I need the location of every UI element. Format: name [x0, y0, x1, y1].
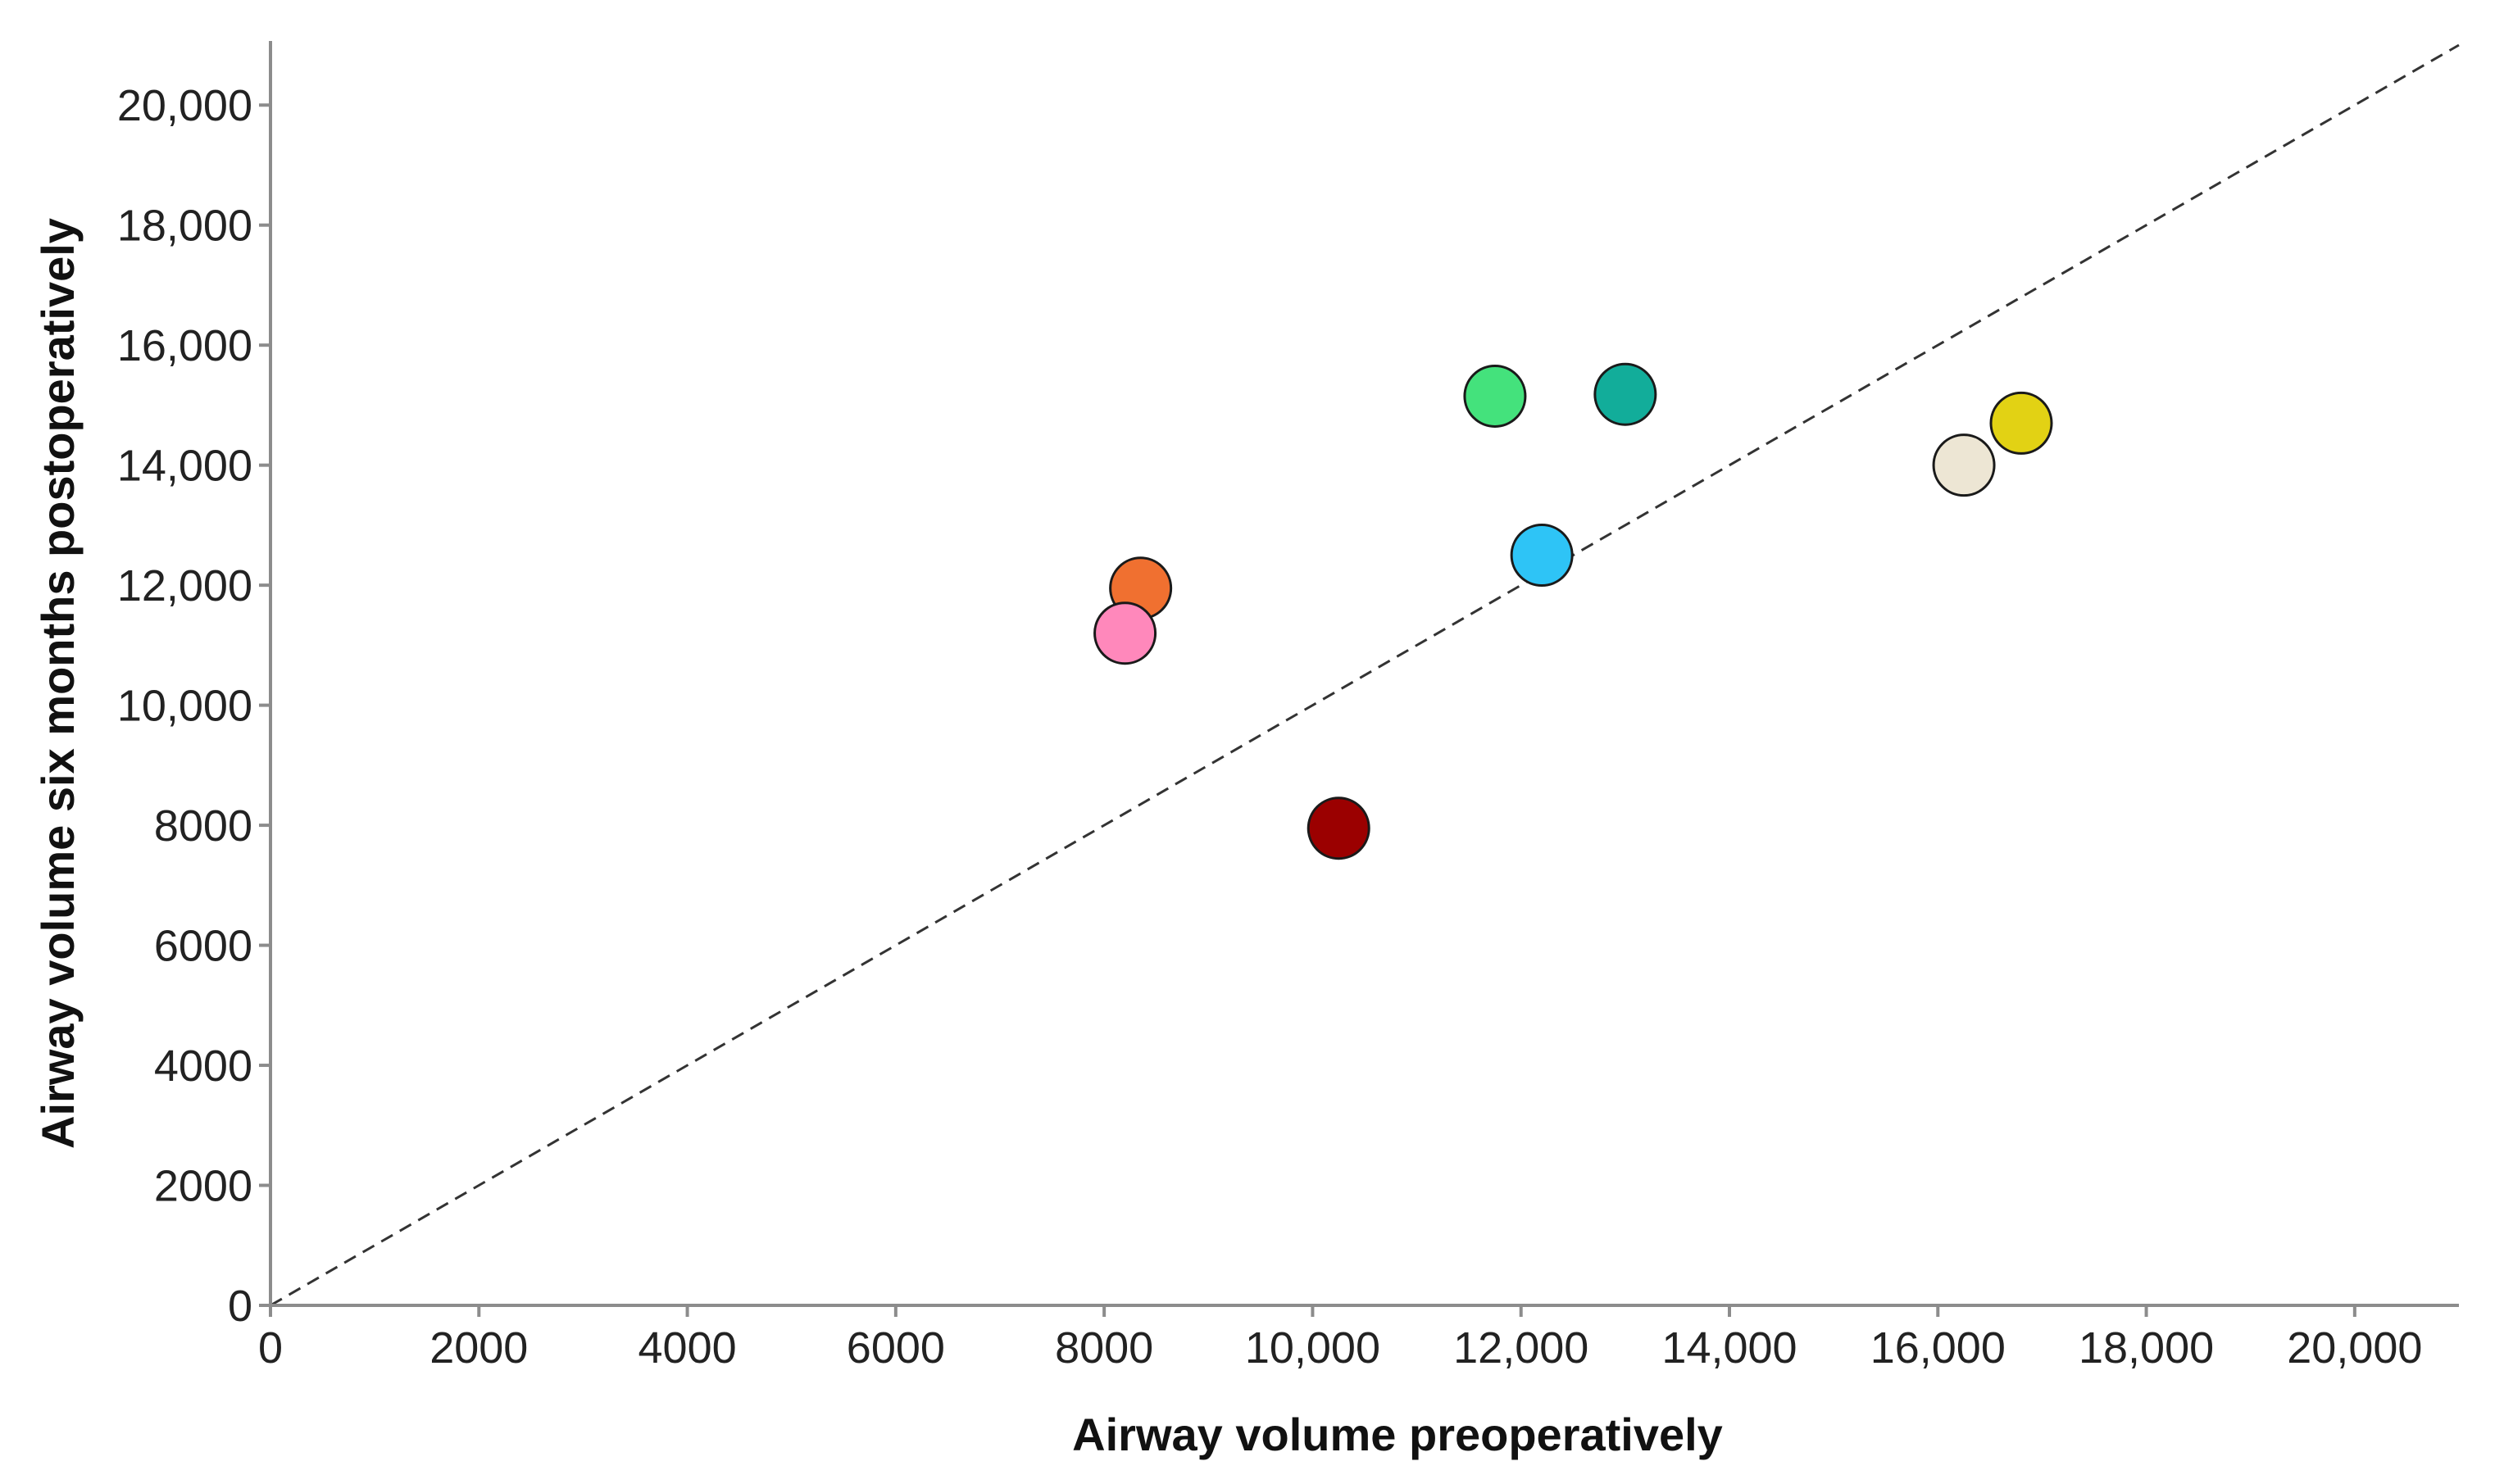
- identity-reference-line: [270, 43, 2460, 1307]
- data-points: [1093, 362, 2053, 860]
- x-tick-label: 12,000: [1453, 1323, 1588, 1373]
- x-tick-label: 18,000: [2079, 1323, 2214, 1373]
- y-axis-title: Airway volume six months postoperatively: [32, 218, 84, 1149]
- x-tick-label: 10,000: [1245, 1323, 1380, 1373]
- y-tick-label: 12,000: [117, 561, 252, 610]
- x-tick-label: 2000: [429, 1323, 528, 1373]
- y-tick-label: 10,000: [117, 682, 252, 731]
- data-point-2: [1093, 601, 1157, 665]
- x-tick-label: 20,000: [2287, 1323, 2422, 1373]
- data-point-7: [1932, 433, 1996, 497]
- y-tick-label: 6000: [154, 922, 252, 971]
- data-point-4: [1463, 364, 1527, 428]
- x-tick-label: 4000: [638, 1323, 737, 1373]
- reference-line-layer: [270, 43, 2460, 1307]
- x-axis-ticks: 0 2000 4000 6000 8000 10,000 12,000 14,000 16,00…: [258, 1305, 2422, 1373]
- data-point-3: [1307, 796, 1370, 860]
- x-tick-label: 16,000: [1870, 1323, 2006, 1373]
- y-tick-label: 16,000: [117, 321, 252, 370]
- x-tick-label: 8000: [1055, 1323, 1153, 1373]
- data-point-8: [1989, 391, 2053, 455]
- x-axis-title: Airway volume preoperatively: [1072, 1409, 1723, 1460]
- data-point-5: [1510, 524, 1574, 588]
- x-tick-label: 14,000: [1661, 1323, 1797, 1373]
- x-tick-label: 0: [258, 1323, 283, 1373]
- y-tick-label: 8000: [154, 801, 252, 851]
- y-tick-label: 18,000: [117, 202, 252, 251]
- y-tick-label: 0: [228, 1282, 252, 1331]
- y-tick-label: 14,000: [117, 442, 252, 491]
- y-tick-label: 20,000: [117, 81, 252, 130]
- y-axis-ticks: 0 2000 4000 6000 8000 10,000 12,000 14,000 16,00…: [117, 81, 270, 1331]
- data-point-6: [1593, 362, 1657, 426]
- axes: [269, 41, 2459, 1307]
- y-tick-label: 2000: [154, 1162, 252, 1211]
- y-tick-label: 4000: [154, 1042, 252, 1091]
- x-tick-label: 6000: [847, 1323, 945, 1373]
